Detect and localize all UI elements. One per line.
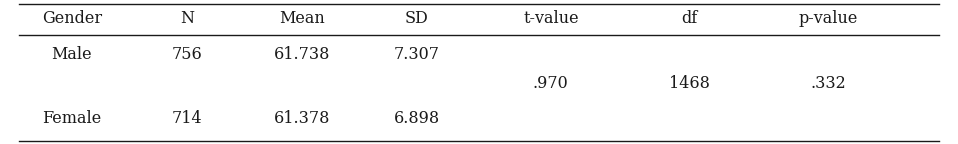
- Text: 7.307: 7.307: [394, 46, 440, 63]
- Text: t-value: t-value: [523, 10, 579, 27]
- Text: Mean: Mean: [279, 10, 325, 27]
- Text: 61.378: 61.378: [274, 110, 330, 127]
- Text: 714: 714: [171, 110, 202, 127]
- Text: Gender: Gender: [42, 10, 102, 27]
- Text: .332: .332: [810, 75, 847, 92]
- Text: 61.738: 61.738: [274, 46, 330, 63]
- Text: 1468: 1468: [670, 75, 710, 92]
- Text: .970: .970: [533, 75, 569, 92]
- Text: 6.898: 6.898: [394, 110, 440, 127]
- Text: Male: Male: [52, 46, 92, 63]
- Text: p-value: p-value: [799, 10, 858, 27]
- Text: N: N: [180, 10, 194, 27]
- Text: SD: SD: [405, 10, 428, 27]
- Text: 756: 756: [171, 46, 202, 63]
- Text: df: df: [682, 10, 697, 27]
- Text: Female: Female: [42, 110, 102, 127]
